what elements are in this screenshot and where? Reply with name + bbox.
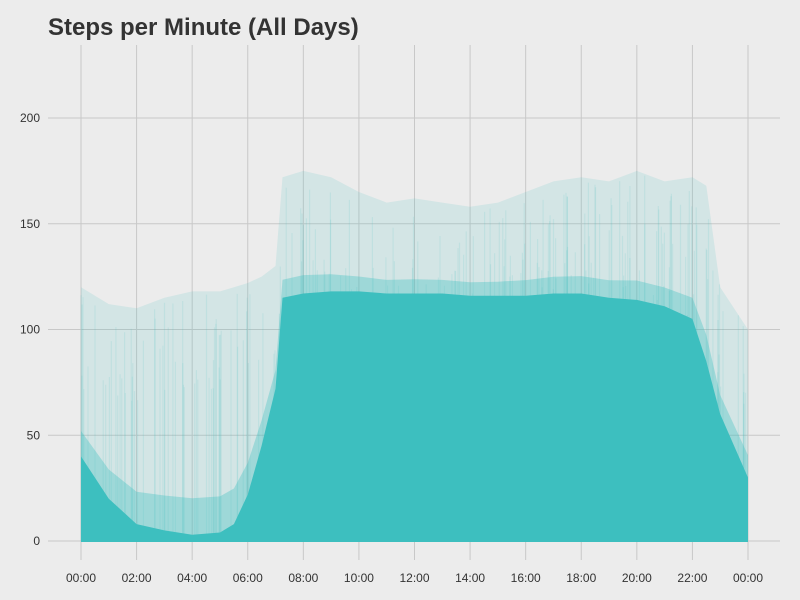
x-tick-label: 00:00: [66, 571, 96, 585]
x-tick-label: 14:00: [455, 571, 485, 585]
y-tick-label: 50: [27, 428, 41, 442]
x-tick-label: 10:00: [344, 571, 374, 585]
y-tick-label: 150: [20, 217, 40, 231]
x-tick-label: 18:00: [566, 571, 596, 585]
x-tick-label: 06:00: [233, 571, 263, 585]
y-tick-label: 200: [20, 111, 40, 125]
x-tick-label: 00:00: [733, 571, 763, 585]
x-tick-label: 20:00: [622, 571, 652, 585]
y-tick-label: 0: [33, 534, 40, 548]
x-tick-label: 04:00: [177, 571, 207, 585]
x-tick-label: 16:00: [511, 571, 541, 585]
x-tick-label: 08:00: [288, 571, 318, 585]
y-tick-label: 100: [20, 323, 40, 337]
series-area-main: [81, 291, 748, 541]
x-tick-label: 12:00: [399, 571, 429, 585]
x-tick-label: 22:00: [677, 571, 707, 585]
x-tick-label: 02:00: [122, 571, 152, 585]
chart-title: Steps per Minute (All Days): [48, 14, 359, 41]
